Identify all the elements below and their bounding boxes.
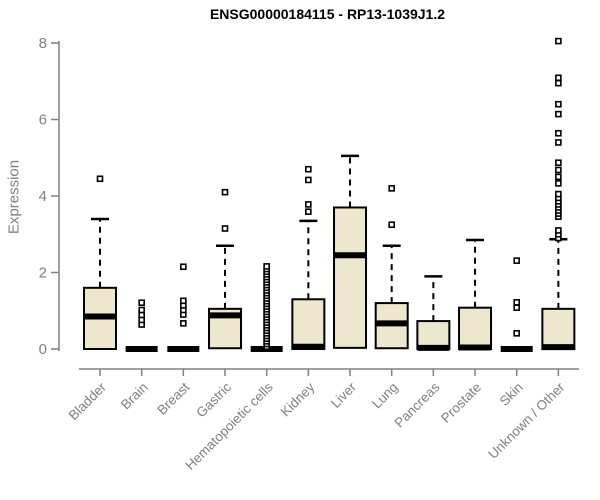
y-tick-label: 4 <box>39 188 47 205</box>
outlier-point <box>221 188 229 196</box>
x-tick-label: Liver <box>328 379 360 411</box>
box <box>416 320 451 351</box>
outlier-point <box>555 159 562 167</box>
x-tick-label: Bladder <box>66 379 110 423</box>
outlier-point <box>180 297 187 305</box>
outlier-point <box>388 185 395 192</box>
x-tick-label: Kidney <box>278 379 318 419</box>
box <box>291 298 326 350</box>
y-tick-label: 2 <box>39 265 47 282</box>
outlier-point <box>513 304 521 311</box>
outlier-point <box>263 263 270 270</box>
outlier-point <box>513 257 521 264</box>
outlier-point <box>555 173 562 181</box>
outlier-point <box>388 221 395 228</box>
outlier-point <box>96 175 104 183</box>
x-tick-label: Skin <box>497 380 526 409</box>
x-tick-label: Pancreas <box>392 379 443 430</box>
outlier-point <box>305 165 312 173</box>
x-tick-label: Lung <box>369 380 401 412</box>
outlier-point <box>555 74 562 82</box>
box <box>541 307 576 350</box>
outlier-point <box>305 176 312 184</box>
outlier-point <box>555 166 562 174</box>
outlier-point <box>180 263 187 271</box>
x-tick-label: Gastric <box>193 379 234 420</box>
y-tick-label: 8 <box>39 35 47 52</box>
outlier-point <box>138 299 145 307</box>
outlier-point <box>513 299 521 306</box>
x-tick-label: Prostate <box>438 380 484 426</box>
outlier-point <box>555 100 562 108</box>
outlier-point <box>305 208 312 215</box>
outlier-point <box>555 190 562 198</box>
outlier-point <box>555 37 562 45</box>
box <box>333 206 368 349</box>
outlier-point <box>555 139 562 146</box>
y-tick-label: 0 <box>39 341 47 358</box>
outlier-point <box>305 201 312 208</box>
outlier-point <box>555 180 562 187</box>
y-tick-label: 6 <box>39 112 47 129</box>
outlier-point <box>555 129 562 137</box>
outlier-point <box>138 306 145 314</box>
outlier-point <box>180 320 187 327</box>
x-tick-label: Breast <box>154 379 192 417</box>
chart-title: ENSG00000184115 - RP13-1039J1.2 <box>209 6 446 22</box>
outlier-point <box>555 227 562 234</box>
outlier-point <box>555 79 562 87</box>
outlier-point <box>221 225 229 232</box>
outlier-point <box>513 330 521 337</box>
x-tick-label: Brain <box>118 380 151 413</box>
outlier-point <box>555 110 562 118</box>
x-tick-label: Unknown / Other <box>485 379 568 462</box>
box <box>458 306 493 351</box>
